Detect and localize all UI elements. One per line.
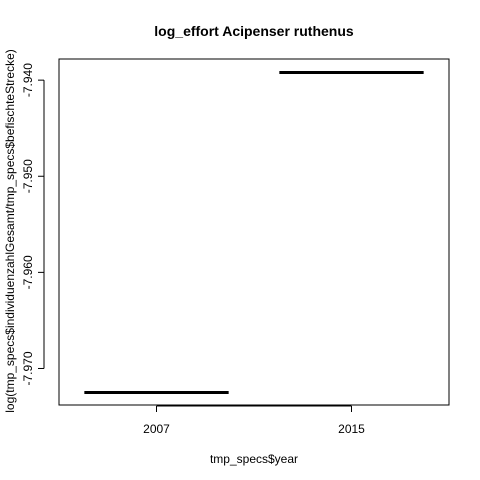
- y-axis: -7.970 -7.960 -7.950 -7.940: [21, 63, 45, 385]
- y-tick-label: -7.970: [21, 351, 35, 385]
- y-tick-label: -7.940: [21, 63, 35, 97]
- y-tick-label: -7.950: [21, 159, 35, 193]
- x-axis-label: tmp_specs$year: [210, 452, 298, 466]
- chart-title: log_effort Acipenser ruthenus: [154, 23, 354, 39]
- plot-frame: [58, 58, 450, 406]
- x-tick-label: 2015: [338, 422, 365, 436]
- y-tick-label: -7.960: [21, 255, 35, 289]
- x-axis: 2007 2015: [143, 405, 365, 436]
- box-series: [84, 70, 424, 395]
- y-axis-label: log(tmp_specs$individuenzahlGesamt/tmp_s…: [3, 49, 17, 413]
- x-tick-label: 2007: [143, 422, 170, 436]
